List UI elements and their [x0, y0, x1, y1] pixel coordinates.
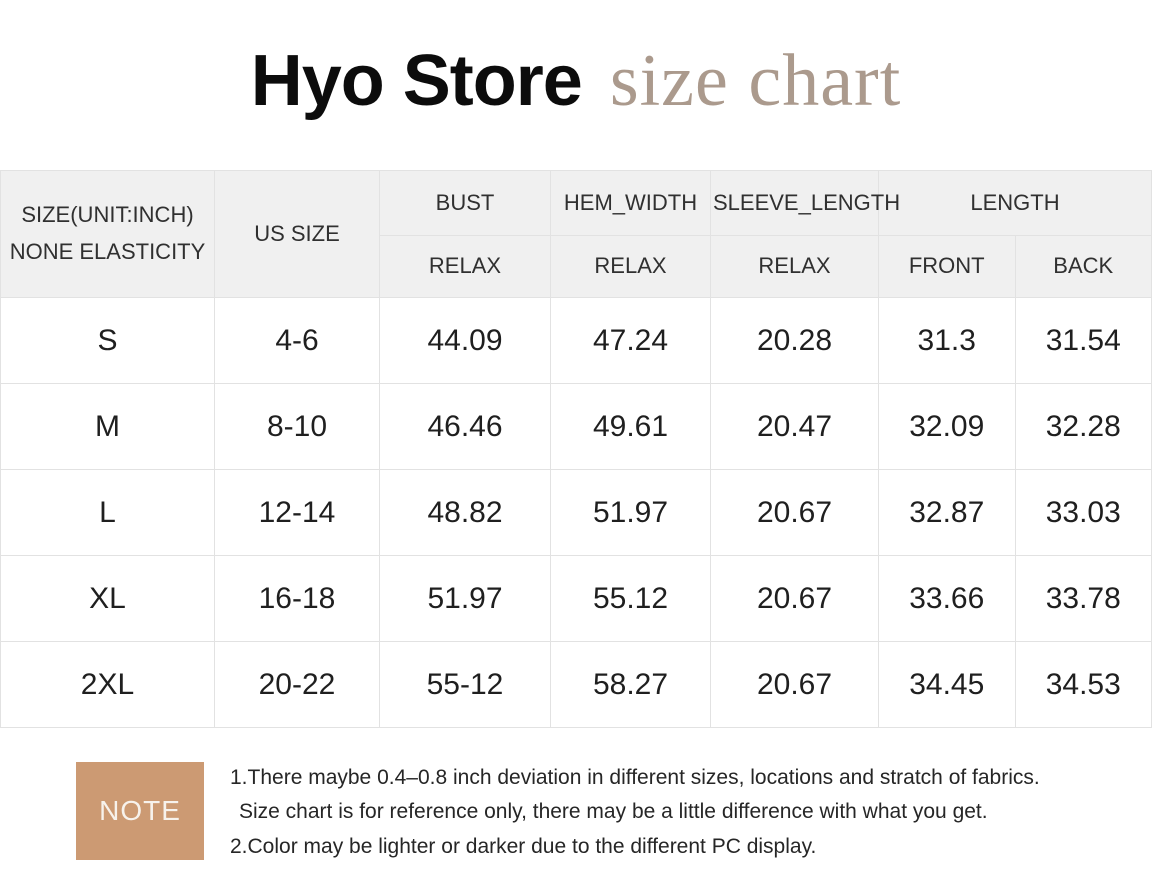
cell-bust: 55-12 [379, 641, 551, 728]
cell-bust: 46.46 [379, 383, 551, 470]
cell-length-back: 34.53 [1014, 641, 1152, 728]
cell-length-front: 34.45 [878, 641, 1016, 728]
table-header: SIZE(UNIT:INCH) NONE ELASTICITY US SIZE … [0, 170, 1152, 298]
cell-hem-width: 51.97 [550, 469, 711, 556]
cell-us-size: 8-10 [214, 383, 380, 470]
cell-length-back: 33.78 [1014, 555, 1152, 642]
cell-hem-width: 55.12 [550, 555, 711, 642]
table-row: M 8-10 46.46 49.61 20.47 32.09 32.28 [0, 383, 1152, 470]
table-row: 2XL 20-22 55-12 58.27 20.67 34.45 34.53 [0, 641, 1152, 728]
cell-us-size: 12-14 [214, 469, 380, 556]
table-row: L 12-14 48.82 51.97 20.67 32.87 33.03 [0, 469, 1152, 556]
header-size-column: SIZE(UNIT:INCH) NONE ELASTICITY [0, 170, 215, 298]
cell-sleeve-length: 20.47 [710, 383, 879, 470]
header-hem-width: HEM_WIDTH [550, 170, 711, 236]
cell-hem-width: 47.24 [550, 297, 711, 384]
header-length-group: LENGTH [878, 170, 1152, 236]
cell-bust: 44.09 [379, 297, 551, 384]
header-sleeve-relax: RELAX [710, 235, 879, 298]
note-line-3: 2.Color may be lighter or darker due to … [230, 834, 817, 858]
header-length-back: BACK [1014, 235, 1152, 298]
header-row-primary: SIZE(UNIT:INCH) NONE ELASTICITY US SIZE … [0, 170, 1152, 298]
page-title: Hyo Store size chart [0, 0, 1152, 170]
cell-sleeve-length: 20.28 [710, 297, 879, 384]
cell-length-front: 31.3 [878, 297, 1016, 384]
note-text-block: 1.There maybe 0.4–0.8 inch deviation in … [230, 762, 1040, 860]
header-row-secondary: RELAX RELAX RELAX FRONT BACK [1, 235, 1152, 298]
header-elasticity-label: NONE ELASTICITY [9, 239, 206, 264]
cell-us-size: 16-18 [214, 555, 380, 642]
cell-length-front: 32.09 [878, 383, 1016, 470]
cell-size: L [0, 469, 215, 556]
cell-sleeve-length: 20.67 [710, 469, 879, 556]
header-size-unit-label: SIZE(UNIT:INCH) [21, 202, 194, 228]
cell-length-back: 32.28 [1014, 383, 1152, 470]
cell-us-size: 4-6 [214, 297, 380, 384]
cell-bust: 51.97 [379, 555, 551, 642]
cell-us-size: 20-22 [214, 641, 380, 728]
header-sleeve-length: SLEEVE_LENGTH [710, 170, 900, 236]
cell-bust: 48.82 [379, 469, 551, 556]
header-bust-relax: RELAX [379, 235, 551, 298]
cell-length-front: 33.66 [878, 555, 1016, 642]
header-hem-relax: RELAX [550, 235, 711, 298]
cell-size: M [0, 383, 215, 470]
note-section: NOTE 1.There maybe 0.4–0.8 inch deviatio… [0, 728, 1152, 860]
cell-size: 2XL [0, 641, 215, 728]
cell-length-back: 31.54 [1014, 297, 1152, 384]
cell-sleeve-length: 20.67 [710, 555, 879, 642]
table-row: S 4-6 44.09 47.24 20.28 31.3 31.54 [0, 297, 1152, 384]
header-length-front: FRONT [878, 235, 1016, 298]
header-us-size: US SIZE [214, 170, 380, 298]
header-bust: BUST [379, 170, 551, 236]
cell-length-front: 32.87 [878, 469, 1016, 556]
cell-length-back: 33.03 [1014, 469, 1152, 556]
cell-hem-width: 49.61 [550, 383, 711, 470]
table-row: XL 16-18 51.97 55.12 20.67 33.66 33.78 [0, 555, 1152, 642]
note-line-2: Size chart is for reference only, there … [239, 800, 988, 824]
brand-name: Hyo Store [250, 41, 583, 121]
page-subtitle: size chart [609, 40, 902, 122]
size-chart-table: SIZE(UNIT:INCH) NONE ELASTICITY US SIZE … [0, 170, 1152, 728]
cell-size: XL [0, 555, 215, 642]
note-line-1: 1.There maybe 0.4–0.8 inch deviation in … [230, 766, 1040, 789]
cell-sleeve-length: 20.67 [710, 641, 879, 728]
cell-hem-width: 58.27 [550, 641, 711, 728]
note-badge: NOTE [76, 762, 204, 860]
cell-size: S [0, 297, 215, 384]
table-body: S 4-6 44.09 47.24 20.28 31.3 31.54 M 8-1… [0, 297, 1152, 728]
